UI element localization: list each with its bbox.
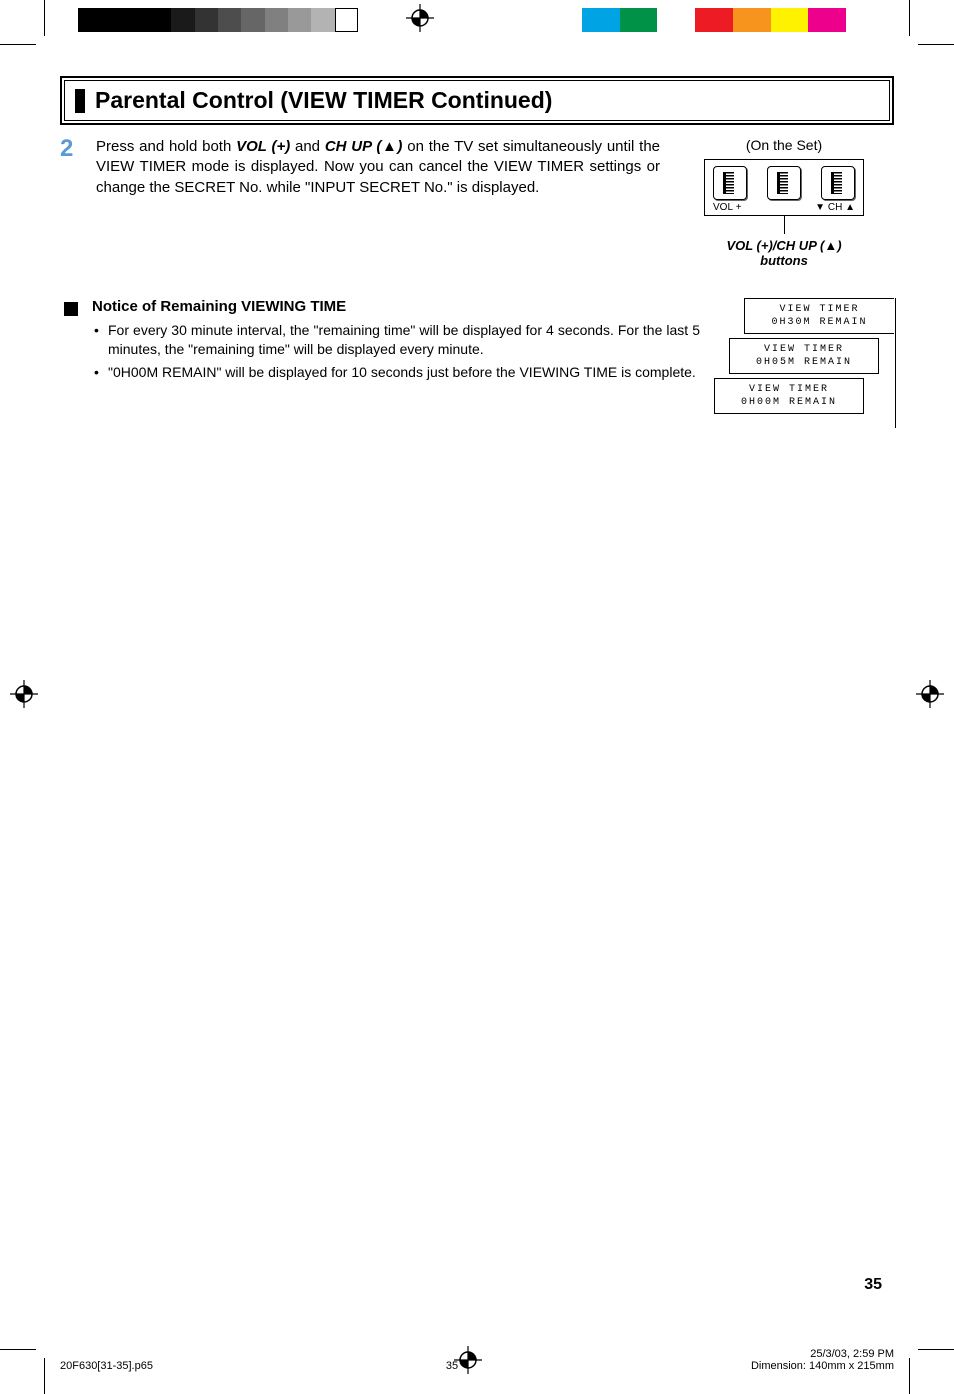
footer-filename: 20F630[31-35].p65 (60, 1360, 153, 1372)
osd-line: VIEW TIMER (753, 303, 886, 316)
osd-line: 0H05M REMAIN (738, 356, 870, 369)
ch-text: CH (828, 202, 842, 213)
ch-up-button-icon (821, 166, 855, 200)
page-number: 35 (864, 1276, 882, 1294)
grayscale-density-bar (78, 8, 358, 32)
section-marker-icon (64, 302, 78, 316)
osd-preview-stack: VIEW TIMER 0H30M REMAIN VIEW TIMER 0H05M… (714, 298, 894, 448)
section-title: Parental Control (VIEW TIMER Continued) (95, 87, 552, 114)
ch-down-button-icon (767, 166, 801, 200)
notice-heading: Notice of Remaining VIEWING TIME (92, 298, 700, 315)
registration-target-icon (916, 680, 944, 713)
color-calibration-bar (544, 8, 884, 32)
osd-box: VIEW TIMER 0H05M REMAIN (729, 338, 879, 374)
osd-line: 0H00M REMAIN (723, 396, 855, 409)
osd-line: VIEW TIMER (723, 383, 855, 396)
on-set-caption: (On the Set) (674, 137, 894, 153)
osd-box: VIEW TIMER 0H00M REMAIN (714, 378, 864, 414)
osd-line: VIEW TIMER (738, 343, 870, 356)
crop-mark (0, 1349, 36, 1350)
button-caption-line1: VOL (+)/CH UP (▲) (726, 238, 841, 253)
plus-icon: + (736, 202, 742, 213)
footer-dimension: Dimension: 140mm x 215mm (751, 1360, 894, 1372)
on-set-diagram: (On the Set) VOL + ▼ CH ▲ VOL (+)/CH UP … (674, 137, 894, 268)
down-arrow-icon: ▼ (815, 202, 825, 213)
step-instruction: Press and hold both VOL (+) and CH UP (▲… (96, 137, 660, 268)
step-number: 2 (60, 137, 82, 268)
crop-mark (44, 1358, 45, 1394)
crop-mark (918, 44, 954, 45)
osd-line: 0H30M REMAIN (753, 316, 886, 329)
crop-mark (909, 1358, 910, 1394)
button-caption-line2: buttons (760, 253, 808, 268)
registration-target-icon (10, 680, 38, 713)
osd-box: VIEW TIMER 0H30M REMAIN (744, 298, 894, 334)
footer-page: 35 (446, 1360, 458, 1372)
crop-mark (909, 0, 910, 36)
list-item: "0H00M REMAIN" will be displayed for 10 … (92, 363, 700, 382)
footer-timestamp: 25/3/03, 2:59 PM (810, 1348, 894, 1360)
crop-mark (918, 1349, 954, 1350)
list-item: For every 30 minute interval, the "remai… (92, 321, 700, 359)
title-marker-icon (75, 89, 85, 113)
up-arrow-icon: ▲ (845, 202, 855, 213)
vol-label: VOL (+) (236, 138, 290, 155)
page-content: Parental Control (VIEW TIMER Continued) … (60, 76, 894, 1306)
notice-bullet-list: For every 30 minute interval, the "remai… (92, 321, 700, 382)
step-text-part: Press and hold both (96, 138, 236, 155)
step-text-part: and (290, 138, 325, 155)
crop-mark (44, 0, 45, 36)
vol-text: VOL (713, 202, 733, 213)
vol-plus-button-icon (713, 166, 747, 200)
crop-mark (0, 44, 36, 45)
pointer-line (784, 216, 785, 234)
ch-label: CH UP (▲) (325, 138, 403, 155)
registration-target-icon (406, 4, 434, 32)
print-footer: 20F630[31-35].p65 35 25/3/03, 2:59 PM Di… (60, 1348, 894, 1372)
section-title-bar: Parental Control (VIEW TIMER Continued) (60, 76, 894, 125)
